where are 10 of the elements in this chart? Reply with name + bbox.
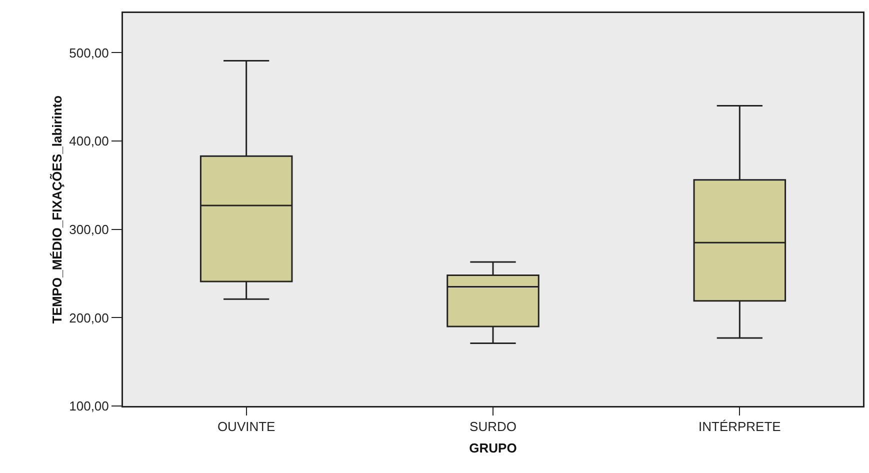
y-tick-label: 400,00 [69, 134, 109, 149]
y-tick-label: 500,00 [69, 45, 109, 60]
y-axis-title: TEMPO_MÉDIO_FIXAÇÕES_labirinto [49, 95, 64, 324]
y-tick-label: 100,00 [69, 398, 109, 414]
x-tick-label: OUVINTE [217, 419, 276, 434]
y-tick-label: 300,00 [69, 222, 109, 237]
y-tick-label: 200,00 [69, 310, 109, 326]
x-axis-title: GRUPO [469, 440, 517, 456]
x-tick-label: SURDO [470, 419, 516, 434]
x-tick-label: INTÉRPRETE [698, 419, 782, 434]
